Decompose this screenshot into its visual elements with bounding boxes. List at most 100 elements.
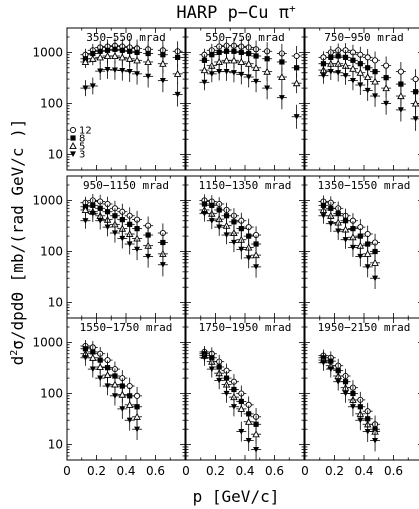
data-point (342, 54, 349, 60)
data-point (89, 54, 97, 62)
data-point (89, 83, 96, 89)
data-point (134, 426, 141, 433)
data-point (230, 70, 237, 76)
data-point (89, 366, 96, 373)
data-point (119, 406, 126, 412)
data-point (357, 61, 363, 67)
data-point (278, 95, 285, 101)
data-point (111, 230, 118, 237)
data-point (223, 48, 230, 54)
series-3 (199, 349, 262, 461)
data-point (104, 383, 111, 390)
panel-1: 10 100 1000 350−550 mrad (32, 27, 186, 171)
panel-range-label: 350−550 mrad (86, 31, 165, 44)
data-point (126, 241, 133, 248)
data-point (357, 82, 364, 89)
data-point (145, 232, 151, 238)
data-point (231, 386, 237, 393)
data-point (365, 241, 371, 247)
series-3 (80, 205, 168, 277)
data-point (349, 78, 356, 84)
data-point (118, 390, 127, 398)
data-point (216, 49, 222, 55)
data-point (238, 226, 244, 232)
data-point (245, 74, 252, 80)
data-point (245, 255, 252, 261)
data-point (253, 421, 259, 427)
series-3 (199, 205, 262, 278)
panel-frame (66, 175, 186, 319)
panel-frame (185, 317, 305, 461)
data-point (159, 59, 167, 67)
data-point (320, 360, 327, 366)
series-3 (318, 63, 419, 131)
legend-marker (69, 126, 77, 134)
data-point (97, 68, 104, 75)
data-point (134, 71, 141, 77)
data-point (173, 69, 182, 77)
data-point (320, 73, 327, 79)
data-point (327, 69, 334, 75)
data-point (349, 404, 356, 410)
chart-title: HARP p−Cu π+ (176, 2, 296, 23)
data-point (119, 383, 125, 389)
data-point (372, 437, 379, 444)
data-point (159, 262, 166, 268)
x-tick-label: 0.6 (384, 464, 403, 478)
data-point (201, 57, 208, 63)
data-point (96, 53, 104, 61)
legend-label: 3 (79, 150, 85, 161)
x-axis-title: p [GeV/c] (193, 487, 280, 506)
chart-title-main: HARP p−Cu π (176, 3, 289, 23)
data-point (263, 67, 271, 75)
panel-7: 10 100 1000 0 0.2 0.4 0.6 1550−1750 mrad (32, 317, 186, 478)
panel-frame (304, 317, 419, 461)
data-point (293, 114, 300, 120)
data-point (216, 377, 223, 384)
data-point (112, 213, 118, 219)
data-point (246, 50, 252, 57)
data-point (104, 209, 111, 215)
y-tick-label: 10 (48, 296, 63, 310)
series-3 (318, 354, 381, 452)
legend-label: 8 (79, 134, 85, 145)
data-point (245, 437, 252, 444)
data-point (89, 211, 96, 217)
data-point (382, 84, 390, 92)
panel-range-label: 950−1150 mrad (83, 179, 169, 192)
data-point (238, 428, 245, 435)
data-point (223, 213, 230, 219)
data-point (342, 390, 349, 397)
data-point (111, 393, 118, 399)
data-point (231, 48, 237, 54)
data-point (118, 53, 127, 61)
x-tick-label: 0.4 (354, 464, 373, 478)
x-tick-label: 0 (63, 464, 71, 478)
data-point (126, 417, 133, 424)
data-point (208, 366, 215, 373)
panel-frame (185, 175, 305, 319)
data-point (97, 205, 103, 211)
data-point (125, 400, 134, 408)
data-point (357, 253, 364, 260)
data-point (201, 355, 208, 361)
data-point (383, 100, 390, 107)
legend-marker (69, 142, 77, 150)
x-tick-label: 0.6 (146, 464, 165, 478)
data-point (342, 237, 349, 243)
data-point (223, 390, 230, 397)
data-point (208, 218, 215, 224)
data-point (294, 65, 300, 71)
data-point (119, 217, 125, 223)
data-point (127, 221, 133, 227)
data-point (237, 404, 246, 412)
data-point (371, 258, 379, 266)
data-point (253, 78, 260, 85)
legend-marker (70, 135, 76, 141)
data-point (328, 205, 334, 211)
data-point (223, 69, 230, 75)
panel-8: 0 0.2 0.4 0.6 1750−1950 mrad (182, 317, 305, 478)
